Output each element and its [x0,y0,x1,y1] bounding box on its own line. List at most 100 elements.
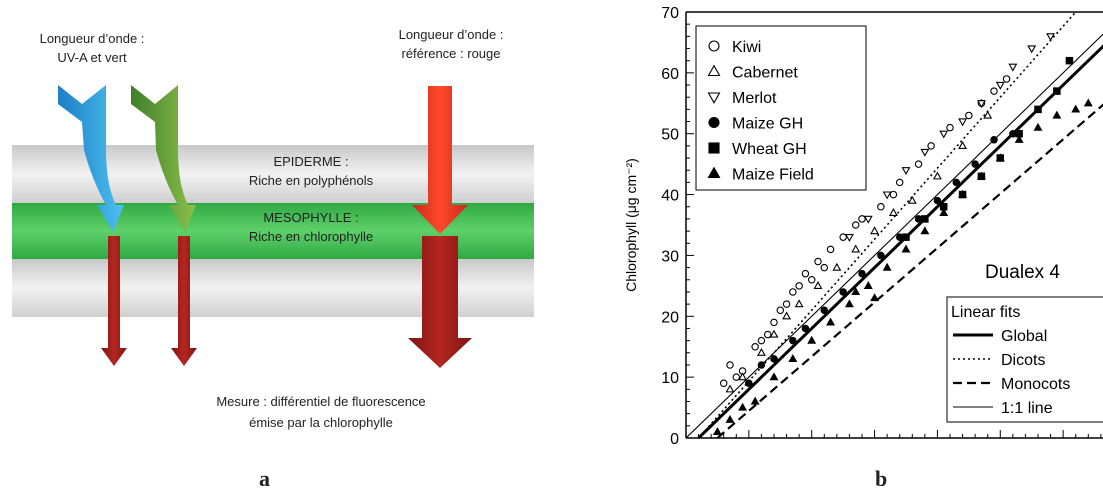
data-point-maize-gh [1009,129,1017,138]
data-point-maize-gh [971,160,979,168]
data-point-kiwi [782,300,791,308]
data-point-kiwi [946,123,954,132]
data-point-merlot [1046,33,1056,42]
panel-b-chart: 0 10 20 30 40 50 60 70 Chlorophyll (μg cm⁻²) Kiwi… [560,0,1103,499]
data-point-kiwi [889,190,898,199]
data-point-merlot [920,148,930,157]
data-point-cabernet [932,171,942,180]
data-point-maize-field [826,317,836,326]
data-point-maize-field [844,299,854,308]
data-point-maize-field [870,293,880,302]
y-tick-label: 70 [661,5,679,22]
data-point-merlot [958,118,968,127]
legend-label: Maize GH [732,116,803,133]
data-point-kiwi [770,318,778,327]
data-point-maize-field [750,396,760,405]
data-point-kiwi [927,142,935,150]
plot-area: 0 10 20 30 40 50 60 70 Chlorophyll (μg cm⁻²) Kiwi… [623,5,1103,448]
data-point-wheat-gh [1065,56,1074,65]
fits-legend-title: Linear fits [951,304,1020,321]
data-point-merlot [882,191,892,200]
y-tick-label: 40 [661,188,679,205]
panel-a-diagram: Longueur d’onde : UV-A et vert Longueur … [0,0,545,499]
legend-marker [707,166,721,179]
data-point-maize-gh [895,233,904,241]
data-point-maize-field [920,226,930,235]
leaf-diagram [12,85,534,368]
fits-legend-label: Monocots [1001,376,1070,393]
data-point-kiwi [877,202,885,211]
data-point-kiwi [751,342,759,351]
panel-letter-a: a [259,466,270,491]
chart-annotation: Dualex 4 [985,262,1060,283]
data-point-merlot [995,81,1005,90]
legend-marker [708,116,720,129]
data-point-maize-field [958,189,968,198]
data-point-maize-field [788,354,798,362]
reference-label: Longueur d’onde : référence : rouge [398,27,504,61]
data-point-cabernet [907,195,917,204]
data-point-maize-field [1052,110,1062,119]
data-point-cabernet [983,110,993,119]
mesure-label: Mesure : différentiel de fluorescence ém… [216,394,426,430]
data-point-cabernet [756,348,766,356]
green-arrow [131,85,196,232]
data-point-maize-gh [757,361,766,369]
data-point-maize-field [863,281,873,289]
red-reference-arrow [412,86,468,234]
data-point-kiwi [814,257,822,266]
fluorescence-arrow-uv [101,236,127,366]
fluorescence-arrow-green [171,236,197,366]
data-point-kiwi [914,160,923,168]
data-point-wheat-gh [902,233,910,241]
data-point-maize-gh [839,288,847,296]
data-point-maize-gh [789,336,797,345]
chlorophyll-scatter-chart: 0 10 20 30 40 50 60 70 Chlorophyll (μg cm⁻²) Kiwi… [623,5,1103,448]
uv-arrow [58,85,124,232]
legend-label: Maize Field [732,167,814,184]
data-point-maize-gh [858,269,866,278]
data-point-merlot [976,100,986,109]
data-point-kiwi [965,111,973,120]
data-point-maize-field [901,244,911,253]
data-point-maize-field [807,335,817,344]
data-point-maize-field [738,402,748,411]
data-point-maize-gh [952,178,961,187]
data-point-kiwi [820,263,829,272]
data-point-maize-field [725,414,735,423]
data-point-kiwi [807,276,816,284]
data-point-wheat-gh [1053,87,1061,95]
data-point-cabernet [738,372,748,381]
series-legend-box [695,25,867,191]
data-point-kiwi [826,245,835,254]
data-point-cabernet [794,299,804,308]
data-point-kiwi [851,221,860,229]
data-point-maize-gh [914,215,923,223]
legend-marker [707,64,721,77]
data-point-merlot [1027,45,1037,54]
data-point-maize-gh [801,324,810,333]
data-point-cabernet [813,281,823,289]
data-point-kiwi [795,282,803,290]
y-tick-label: 10 [661,370,679,387]
data-point-kiwi [757,336,766,345]
legend-marker [708,40,720,52]
data-point-kiwi [776,306,785,314]
data-point-maize-field [1071,104,1081,113]
fits-legend-label: 1:1 line [1001,400,1053,417]
y-tick-label: 60 [661,66,679,83]
y-tick-label: 20 [661,309,679,326]
data-point-kiwi [732,373,741,381]
data-point-maize-field [939,208,949,216]
legend-marker [707,92,721,104]
fits-legend-label: Dicots [1001,352,1045,369]
data-point-maize-field [851,287,861,296]
data-point-maize-gh [745,379,753,387]
data-point-kiwi [858,215,866,223]
data-point-cabernet [832,262,842,271]
data-point-merlot [901,167,911,176]
data-point-maize-gh [820,306,829,314]
data-point-maize-field [995,153,1005,162]
y-tick-label: 50 [661,127,679,144]
data-point-maize-gh [933,196,942,205]
